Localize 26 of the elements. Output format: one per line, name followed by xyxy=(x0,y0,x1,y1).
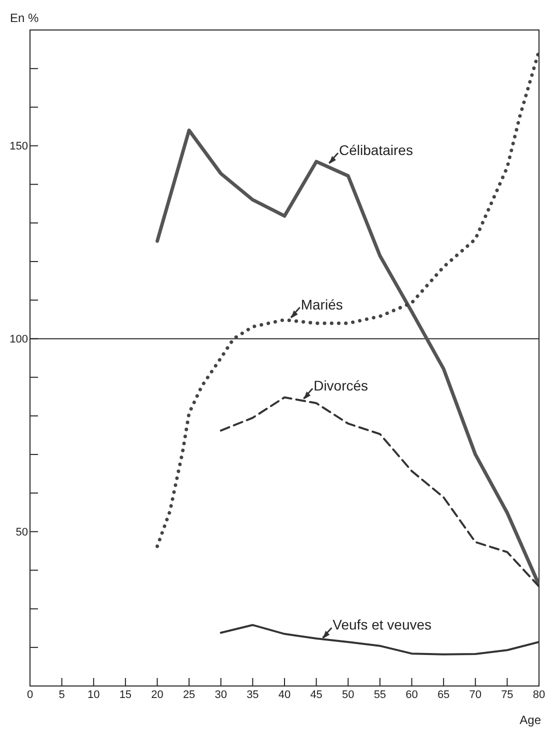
x-tick-label: 15 xyxy=(119,688,132,701)
annotation: Célibataires xyxy=(339,142,413,158)
x-tick-label: 35 xyxy=(246,688,259,701)
x-tick-label: 65 xyxy=(437,688,450,701)
annotation: Divorcés xyxy=(314,377,368,394)
x-tick-label: 55 xyxy=(374,688,386,701)
x-tick-label: 5 xyxy=(58,688,65,701)
x-tick-label: 60 xyxy=(406,688,418,701)
x-tick-label: 75 xyxy=(501,688,514,701)
annotation: Mariés xyxy=(300,296,343,312)
y-tick-label: 100 xyxy=(10,334,28,346)
y-tick-label: 50 xyxy=(16,526,28,539)
x-tick-label: 40 xyxy=(278,688,291,701)
x-tick-label: 50 xyxy=(342,688,354,701)
x-tick-label: 10 xyxy=(88,688,100,701)
x-axis-title: Age xyxy=(520,713,542,727)
y-tick-label: 150 xyxy=(10,140,28,153)
x-tick-label: 20 xyxy=(151,688,164,701)
annotation: Veufs et veuves xyxy=(332,616,432,633)
y-axis-title: En % xyxy=(10,11,40,25)
x-tick-label: 0 xyxy=(26,688,34,701)
x-tick-label: 25 xyxy=(182,688,196,701)
x-tick-label: 80 xyxy=(532,688,546,701)
x-tick-label: 30 xyxy=(214,688,227,701)
x-tick-label: 45 xyxy=(310,688,322,701)
x-tick-label: 70 xyxy=(469,688,482,701)
